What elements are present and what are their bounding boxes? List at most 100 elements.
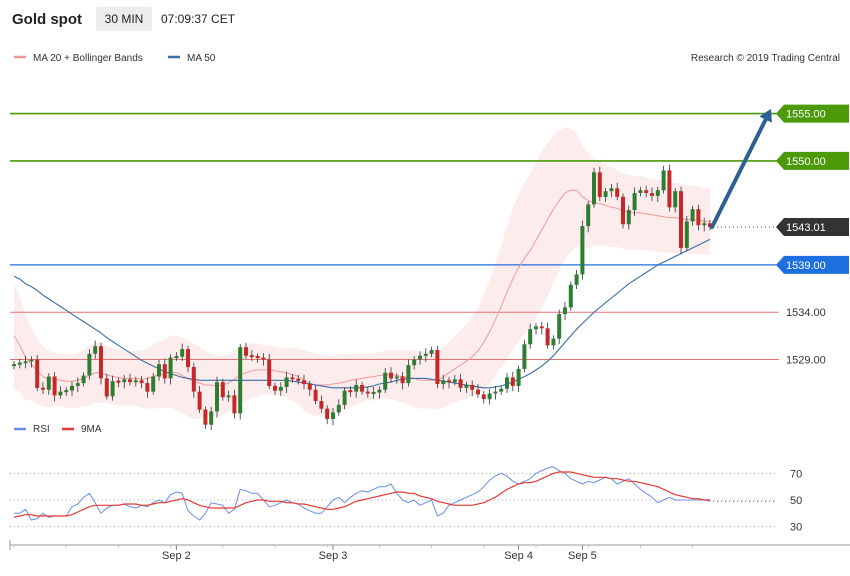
level-label-target: 1550.00 [786, 156, 826, 168]
candle-bull [429, 350, 434, 354]
candle-bull [418, 355, 422, 360]
candle-bull [342, 390, 347, 405]
level-label-box-current [776, 217, 849, 236]
candle-bear [365, 391, 370, 394]
x-axis: Sep 2 Sep 3 Sep 4 Sep 5 [9, 540, 693, 562]
price-level-labels: 1555.00 1550.00 1543.01 1539.00 1534.00 1529.… [776, 104, 849, 367]
candle-bull [209, 411, 214, 425]
candle-bull [354, 385, 359, 392]
candle-bull [70, 385, 74, 391]
candle-bull [377, 389, 382, 393]
level-label-resistance: 1534.00 [786, 307, 826, 319]
candle-bear [41, 387, 45, 390]
candle-bull [58, 391, 63, 396]
candle-bear [220, 382, 225, 398]
candle-bull [673, 191, 678, 208]
candle-bull [464, 385, 469, 388]
rsi-tick-label: 70 [790, 468, 802, 480]
chart-title: Gold spot [12, 11, 82, 28]
candle-bull [157, 364, 161, 377]
rsi-legend: RSI 9MA [14, 424, 102, 435]
candle-bear [539, 326, 544, 329]
ma20-legend-label: MA 20 + Bollinger Bands [33, 53, 143, 64]
candle-bear [476, 389, 480, 395]
candle-bear [319, 401, 324, 409]
candle-bull [215, 382, 219, 412]
candle-bear [261, 357, 266, 360]
candle-bear [435, 350, 440, 384]
candle-bull [423, 353, 428, 356]
candle-bull [528, 329, 533, 345]
candle-bear [255, 356, 260, 359]
candle-bull [64, 390, 69, 393]
candle-bear [296, 378, 301, 381]
candle-bear [52, 376, 57, 396]
candle-bull [551, 338, 556, 346]
candle-bull [702, 223, 707, 226]
candle-bull [133, 380, 138, 383]
candle-bull [563, 307, 567, 315]
candle-bear [290, 377, 295, 380]
interval-label: 30 MIN [105, 12, 144, 26]
forecast-arrow [710, 108, 772, 230]
candle-bull [586, 204, 591, 227]
x-date-label: Sep 4 [504, 550, 533, 562]
candle-bear [139, 380, 144, 384]
candle-bear [145, 383, 150, 392]
candle-bear [104, 378, 109, 397]
level-label-box-target [776, 151, 849, 170]
candle-bull [122, 379, 127, 383]
candle-bull [493, 391, 498, 394]
candle-bull [580, 226, 585, 275]
candle-bull [17, 362, 22, 365]
candle-bear [307, 384, 312, 390]
candle-bull [452, 379, 457, 383]
ma50-legend-label: MA 50 [187, 53, 216, 64]
candle-bull [655, 190, 660, 196]
candle-bull [383, 372, 388, 390]
candle-bear [244, 347, 248, 356]
level-label-resistance: 1529.00 [786, 355, 826, 367]
candle-bull [168, 357, 173, 379]
candle-bear [302, 380, 306, 385]
rsi-legend-label: RSI [33, 424, 50, 435]
candle-bear [360, 385, 364, 392]
candle-bear [99, 346, 103, 379]
candle-bull [46, 376, 51, 390]
candle-bear [597, 172, 602, 197]
candle-bull [499, 388, 504, 392]
candle-bull [29, 359, 34, 362]
rsi-line [14, 466, 711, 521]
bollinger-bands [14, 126, 710, 420]
candle-bear [313, 389, 318, 401]
interval-button[interactable] [96, 7, 152, 31]
level-label-current: 1543.01 [786, 222, 826, 234]
candle-bull [522, 344, 527, 369]
candle-bear [273, 385, 277, 391]
candle-bear [481, 394, 486, 400]
candle-bull [151, 376, 156, 392]
candle-bull [592, 172, 596, 205]
candle-bear [249, 355, 254, 358]
candle-bull [394, 376, 399, 379]
price-levels [10, 112, 779, 360]
candle-bull [574, 274, 579, 285]
rsi-panel: 30 50 70 [10, 466, 802, 534]
candle-bull [371, 391, 376, 394]
candle-bull [638, 190, 643, 193]
candle-bear [679, 191, 683, 248]
level-label-target: 1555.00 [786, 109, 826, 121]
candle-bear [650, 193, 654, 196]
candle-bear [197, 391, 202, 410]
rsi-ma-line [13, 471, 710, 518]
copyright: Research © 2019 Trading Central [691, 53, 840, 64]
candle-bull [406, 365, 411, 384]
candle-bear [203, 409, 208, 425]
level-label-box-target [776, 104, 849, 123]
bollinger-band-area [14, 126, 710, 420]
candle-bear [470, 385, 475, 390]
candle-bear [325, 408, 330, 419]
candle-bull [626, 210, 631, 225]
candle-bull [238, 347, 243, 414]
rsi-tick-label: 50 [790, 495, 802, 507]
